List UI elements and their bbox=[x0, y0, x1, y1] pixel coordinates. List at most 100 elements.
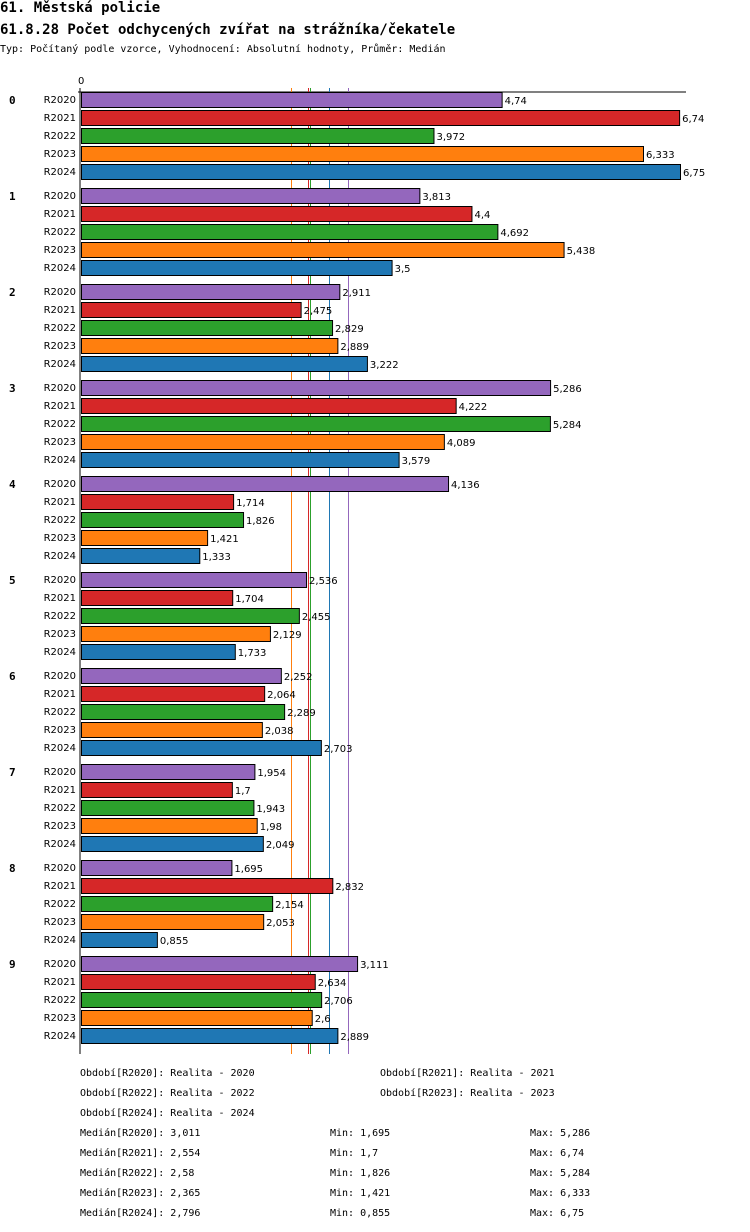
bar-value-label: 2,252 bbox=[284, 672, 313, 683]
legend-period-r2021: Období[R2021]: Realita - 2021 bbox=[380, 1068, 555, 1079]
bar-value-label: 1,421 bbox=[210, 534, 239, 545]
series-label-r2024: R2024 bbox=[44, 167, 76, 178]
bar-6-r2021 bbox=[81, 686, 266, 702]
series-label-r2022: R2022 bbox=[44, 899, 76, 910]
bar-9-r2023 bbox=[81, 1010, 313, 1026]
bar-value-label: 1,943 bbox=[256, 804, 285, 815]
bar-3-r2022 bbox=[81, 416, 551, 432]
bar-4-r2023 bbox=[81, 530, 209, 546]
bar-value-label: 5,286 bbox=[553, 384, 582, 395]
series-label-r2024: R2024 bbox=[44, 743, 76, 754]
bar-value-label: 1,826 bbox=[246, 516, 275, 527]
stat-min-r2024: Min: 0,855 bbox=[330, 1208, 391, 1219]
group-label-8: 8 bbox=[9, 862, 16, 875]
bar-value-label: 4,222 bbox=[459, 402, 488, 413]
stat-max-r2024: Max: 6,75 bbox=[530, 1208, 585, 1219]
series-label-r2022: R2022 bbox=[44, 323, 76, 334]
bar-value-label: 4,136 bbox=[451, 480, 480, 491]
bar-1-r2024 bbox=[81, 260, 393, 276]
group-label-3: 3 bbox=[9, 382, 16, 395]
bar-value-label: 3,579 bbox=[402, 456, 431, 467]
bar-6-r2023 bbox=[81, 722, 263, 738]
series-label-r2021: R2021 bbox=[44, 593, 76, 604]
bar-5-r2020 bbox=[81, 572, 308, 588]
series-label-r2021: R2021 bbox=[44, 209, 76, 220]
bar-value-label: 2,889 bbox=[340, 342, 369, 353]
bar-9-r2021 bbox=[81, 974, 316, 990]
bar-value-label: 2,706 bbox=[324, 996, 353, 1007]
bar-value-label: 4,692 bbox=[500, 228, 529, 239]
series-label-r2022: R2022 bbox=[44, 611, 76, 622]
bar-6-r2024 bbox=[81, 740, 322, 756]
bar-value-label: 3,972 bbox=[436, 132, 465, 143]
series-label-r2022: R2022 bbox=[44, 131, 76, 142]
series-label-r2020: R2020 bbox=[44, 671, 76, 682]
bar-9-r2020 bbox=[81, 956, 359, 972]
series-label-r2022: R2022 bbox=[44, 227, 76, 238]
bar-1-r2020 bbox=[81, 188, 421, 204]
legend-period-r2023: Období[R2023]: Realita - 2023 bbox=[380, 1088, 555, 1099]
series-label-r2022: R2022 bbox=[44, 707, 76, 718]
series-label-r2024: R2024 bbox=[44, 839, 76, 850]
stat-median-r2021: Medián[R2021]: 2,554 bbox=[80, 1148, 201, 1159]
series-label-r2020: R2020 bbox=[44, 479, 76, 490]
series-label-r2021: R2021 bbox=[44, 785, 76, 796]
series-label-r2023: R2023 bbox=[44, 917, 76, 928]
stat-max-r2022: Max: 5,284 bbox=[530, 1168, 591, 1179]
bar-8-r2023 bbox=[81, 914, 265, 930]
group-label-6: 6 bbox=[9, 670, 16, 683]
bar-7-r2021 bbox=[81, 782, 233, 798]
stat-min-r2023: Min: 1,421 bbox=[330, 1188, 391, 1199]
series-label-r2021: R2021 bbox=[44, 497, 76, 508]
bar-0-r2024 bbox=[81, 164, 681, 180]
legend-period-r2024: Období[R2024]: Realita - 2024 bbox=[80, 1108, 255, 1119]
bar-8-r2021 bbox=[81, 878, 334, 894]
bar-value-label: 3,5 bbox=[395, 264, 411, 275]
stat-min-r2021: Min: 1,7 bbox=[330, 1148, 379, 1159]
bar-value-label: 2,475 bbox=[304, 306, 333, 317]
series-label-r2024: R2024 bbox=[44, 551, 76, 562]
bar-7-r2024 bbox=[81, 836, 264, 852]
series-label-r2022: R2022 bbox=[44, 803, 76, 814]
series-label-r2022: R2022 bbox=[44, 515, 76, 526]
series-label-r2021: R2021 bbox=[44, 977, 76, 988]
bar-4-r2022 bbox=[81, 512, 245, 528]
bar-8-r2022 bbox=[81, 896, 274, 912]
bar-value-label: 6,74 bbox=[682, 114, 704, 125]
bar-4-r2024 bbox=[81, 548, 201, 564]
stat-median-r2022: Medián[R2022]: 2,58 bbox=[80, 1168, 195, 1179]
bar-value-label: 1,7 bbox=[235, 786, 251, 797]
bar-1-r2021 bbox=[81, 206, 473, 222]
bar-value-label: 2,053 bbox=[266, 918, 295, 929]
bar-9-r2024 bbox=[81, 1028, 339, 1044]
stat-max-r2023: Max: 6,333 bbox=[530, 1188, 591, 1199]
stat-max-r2021: Max: 6,74 bbox=[530, 1148, 585, 1159]
bar-7-r2020 bbox=[81, 764, 256, 780]
bar-3-r2020 bbox=[81, 380, 552, 396]
bar-8-r2024 bbox=[81, 932, 158, 948]
stat-min-r2022: Min: 1,826 bbox=[330, 1168, 391, 1179]
bar-4-r2020 bbox=[81, 476, 450, 492]
group-label-0: 0 bbox=[9, 94, 16, 107]
group-label-5: 5 bbox=[9, 574, 16, 587]
series-label-r2023: R2023 bbox=[44, 725, 76, 736]
series-label-r2024: R2024 bbox=[44, 455, 76, 466]
bar-value-label: 2,455 bbox=[302, 612, 331, 623]
group-label-9: 9 bbox=[9, 958, 16, 971]
bar-value-label: 1,954 bbox=[257, 768, 286, 779]
bar-1-r2022 bbox=[81, 224, 499, 240]
group-label-4: 4 bbox=[9, 478, 16, 491]
bar-6-r2022 bbox=[81, 704, 286, 720]
bar-7-r2023 bbox=[81, 818, 258, 834]
series-label-r2021: R2021 bbox=[44, 401, 76, 412]
bar-value-label: 5,284 bbox=[553, 420, 582, 431]
series-label-r2023: R2023 bbox=[44, 821, 76, 832]
bar-value-label: 0,855 bbox=[160, 936, 189, 947]
legend-period-r2020: Období[R2020]: Realita - 2020 bbox=[80, 1068, 255, 1079]
bar-value-label: 2,634 bbox=[318, 978, 347, 989]
series-label-r2023: R2023 bbox=[44, 629, 76, 640]
bar-value-label: 2,829 bbox=[335, 324, 364, 335]
group-label-2: 2 bbox=[9, 286, 16, 299]
group-label-7: 7 bbox=[9, 766, 16, 779]
